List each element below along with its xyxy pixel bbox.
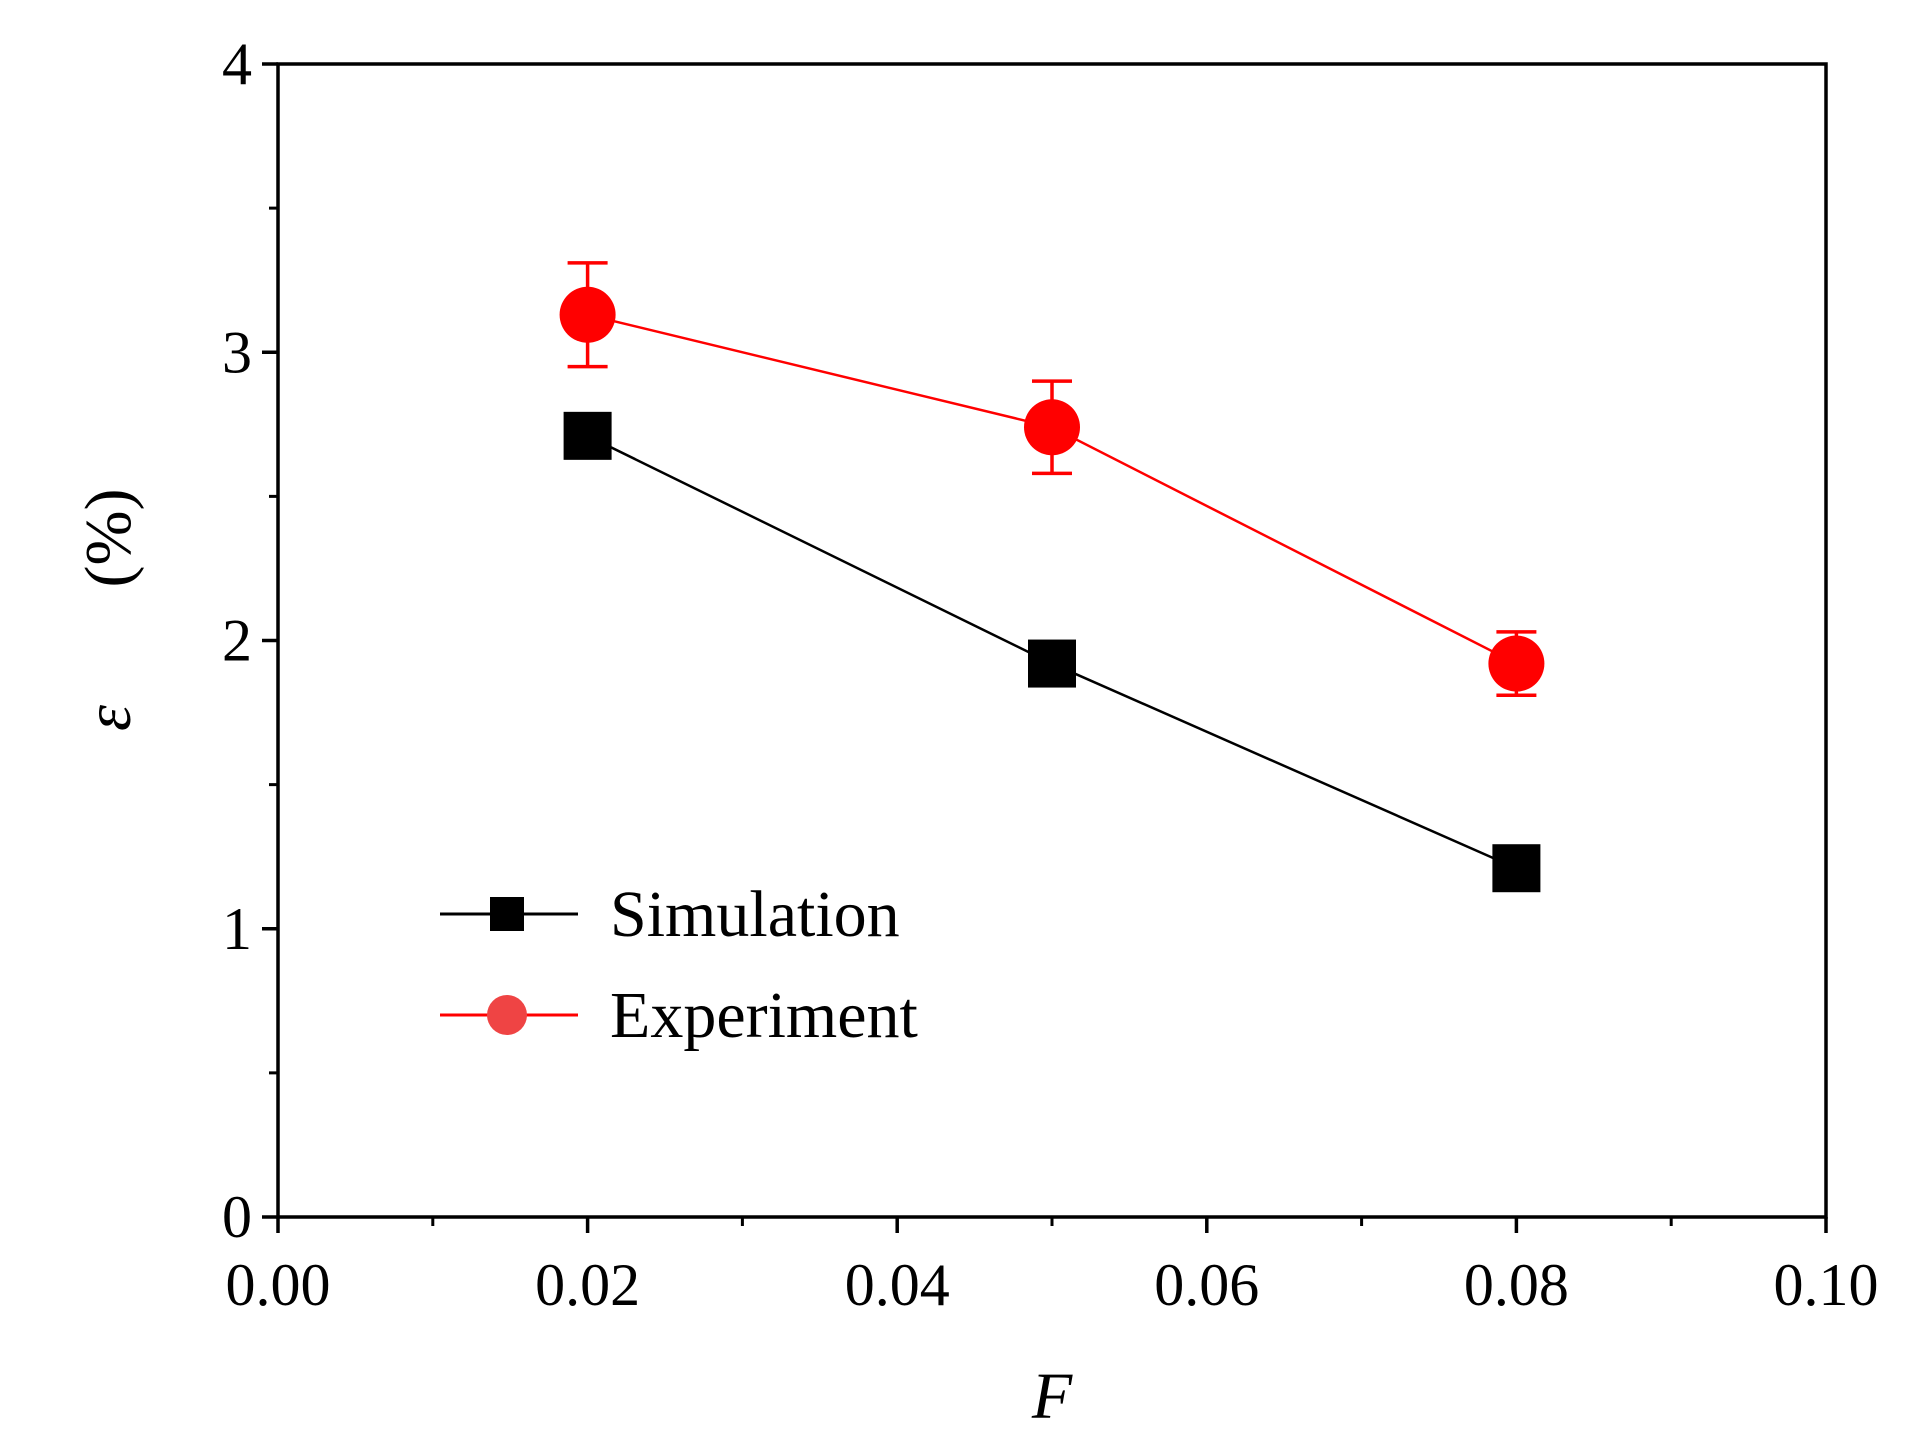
data-point-circle <box>1488 635 1545 692</box>
series-line <box>587 313 1517 665</box>
series-experiment <box>559 261 1545 698</box>
x-tick-label: 0.08 <box>1464 1252 1569 1318</box>
legend-label-experiment: Experiment <box>610 979 918 1052</box>
data-point-circle <box>559 286 616 343</box>
data-point-square <box>1492 844 1541 893</box>
legend-label-simulation: Simulation <box>610 878 900 951</box>
series-simulation <box>563 411 1541 893</box>
x-tick-label: 0.06 <box>1154 1252 1259 1318</box>
legend-marker-circle <box>487 995 527 1035</box>
x-axis-title: F <box>1031 1360 1073 1433</box>
y-tick-label: 0 <box>222 1184 252 1250</box>
data-point-circle <box>1024 399 1080 456</box>
x-tick-label: 0.04 <box>845 1252 950 1318</box>
y-tick-label: 3 <box>222 319 252 385</box>
y-axis-title: ε (%) <box>72 489 145 731</box>
y-tick-label: 1 <box>222 896 252 962</box>
series-layer <box>559 261 1545 893</box>
y-axis-unit: (%) <box>72 489 145 588</box>
x-tick-label: 0.10 <box>1774 1252 1879 1318</box>
x-tick-label: 0.00 <box>226 1252 331 1318</box>
y-tick-label: 2 <box>222 608 252 674</box>
legend: Simulation Experiment <box>440 878 918 1052</box>
legend-marker-square <box>490 897 524 931</box>
y-tick-label: 4 <box>222 31 252 97</box>
data-point-square <box>563 411 612 460</box>
y-axis-symbol: ε <box>72 705 145 731</box>
x-tick-label: 0.02 <box>535 1252 640 1318</box>
data-point-square <box>1028 639 1076 688</box>
axes-layer: 0.00 0.02 0.04 0.06 0.08 0.10 0 1 2 3 4 <box>222 31 1879 1318</box>
